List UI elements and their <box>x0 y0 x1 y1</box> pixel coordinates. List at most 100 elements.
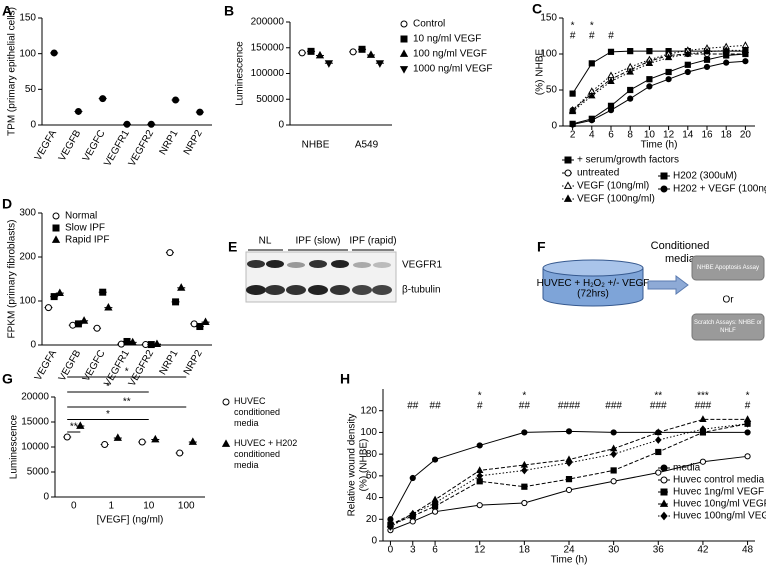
legend-swatch <box>660 172 668 180</box>
text-part: +/- VEGF <box>605 278 650 289</box>
y-axis-label: Relative wound density <box>347 414 358 517</box>
marker <box>565 476 573 483</box>
separator: Or <box>722 295 734 306</box>
marker <box>627 86 634 94</box>
x-tick-label: 8 <box>627 130 633 141</box>
x-tick-label: VEGFA <box>33 348 59 383</box>
significance-label: * <box>125 367 129 378</box>
marker <box>315 50 325 59</box>
marker <box>99 288 107 296</box>
marker <box>684 49 692 57</box>
y-tick-label: 0 <box>30 120 36 131</box>
legend-label: untreated <box>577 168 619 179</box>
legend-label: Control <box>413 19 445 30</box>
text-part: 2 <box>590 283 594 289</box>
legend-swatch <box>400 20 408 28</box>
y-tick-label: 0 <box>30 340 36 351</box>
marker <box>55 288 64 296</box>
x-tick-label: NHBE <box>302 140 330 151</box>
y-tick-label: 0 <box>371 536 377 547</box>
marker <box>655 448 662 456</box>
series-line <box>572 44 746 111</box>
marker <box>699 458 707 465</box>
marker <box>74 320 82 328</box>
marker <box>723 59 730 66</box>
series-line <box>390 455 748 531</box>
x-tick-label: 12 <box>663 130 675 141</box>
marker <box>723 52 730 59</box>
y-tick-label: 15000 <box>21 417 49 428</box>
marker <box>684 61 691 68</box>
band <box>265 285 285 295</box>
significance-label: ** <box>70 422 78 433</box>
marker <box>521 466 528 475</box>
marker <box>79 316 89 324</box>
significance-label: ## <box>430 401 442 412</box>
x-tick-label: 1 <box>108 501 114 512</box>
x-tick-label: A549 <box>355 140 379 151</box>
band <box>309 260 327 268</box>
band <box>246 285 266 295</box>
marker <box>172 96 180 104</box>
marker <box>744 419 751 428</box>
x-tick-label: 16 <box>701 130 713 141</box>
cylinder <box>542 268 644 307</box>
panel-label: H <box>340 371 350 387</box>
lane-label: IPF (slow) <box>296 236 341 247</box>
marker <box>655 469 662 476</box>
arrow <box>647 275 689 295</box>
panel-label: E <box>228 239 237 255</box>
marker <box>409 509 417 518</box>
marker <box>569 90 576 97</box>
marker <box>607 107 615 114</box>
legend-swatch <box>400 35 408 43</box>
significance-label: # <box>745 401 751 412</box>
band <box>373 262 391 268</box>
legend-entry-box: HUVEC conditioned media <box>234 396 281 428</box>
x-tick-label: 6 <box>608 130 614 141</box>
marker <box>431 456 439 463</box>
significance-label: ### <box>695 401 712 412</box>
panel-label: D <box>2 196 12 212</box>
series-line <box>390 418 748 526</box>
legend-swatch <box>660 488 668 496</box>
marker <box>44 304 52 312</box>
marker <box>742 50 749 58</box>
marker <box>626 67 634 75</box>
marker <box>742 58 749 65</box>
x-axis-label: Time (h) <box>641 140 678 151</box>
text-part: 2 <box>601 283 605 289</box>
marker <box>190 320 198 328</box>
marker <box>521 429 528 436</box>
marker <box>74 107 82 115</box>
marker <box>76 421 85 429</box>
legend-swatch <box>659 499 669 507</box>
marker <box>610 429 617 436</box>
series-line <box>390 423 748 528</box>
x-axis-label: [VEGF] (ng/ml) <box>97 515 164 526</box>
significance-label: # <box>570 31 576 42</box>
significance-label: # <box>608 31 614 42</box>
series-line <box>572 50 746 94</box>
x-tick-label: 42 <box>697 545 709 556</box>
legend-swatch <box>399 49 409 57</box>
x-tick-label: 20 <box>740 130 752 141</box>
x-tick-label: VEGFB <box>57 348 84 383</box>
marker <box>703 47 711 55</box>
marker <box>655 436 662 444</box>
marker <box>699 425 707 434</box>
legend-label: Rapid IPF <box>65 235 109 246</box>
x-tick-label: 12 <box>474 545 486 556</box>
x-tick-label: 6 <box>432 545 438 556</box>
legend-label: HUVEC conditioned media <box>234 396 281 428</box>
marker <box>610 450 617 459</box>
x-tick-label: VEGFC <box>81 348 108 383</box>
legend-label: H202 (300uM) <box>673 171 737 182</box>
legend-label: Normal <box>65 211 97 222</box>
marker <box>588 60 595 67</box>
y-tick-label: 20000 <box>21 392 49 403</box>
significance-label: ### <box>650 401 667 412</box>
arrow-label-box: Conditioned media <box>651 240 710 265</box>
marker <box>409 518 416 525</box>
